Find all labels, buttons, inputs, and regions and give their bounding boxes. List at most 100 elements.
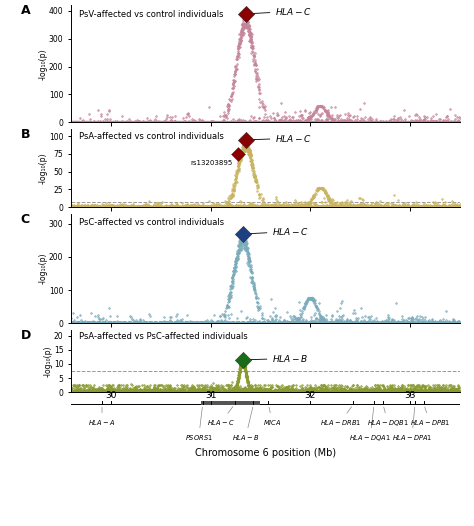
Point <box>235 117 243 126</box>
Point <box>230 76 237 85</box>
Point <box>337 200 345 209</box>
Point <box>88 388 95 396</box>
Point <box>384 319 392 327</box>
Point <box>339 318 346 327</box>
Point <box>244 24 251 33</box>
Point <box>448 118 456 126</box>
Point <box>214 319 221 327</box>
Point <box>77 118 84 126</box>
Point <box>109 118 117 126</box>
Point <box>413 387 420 395</box>
Point <box>189 383 197 392</box>
Point <box>155 388 162 396</box>
Point <box>441 118 448 126</box>
Point <box>310 318 318 327</box>
Point <box>418 318 426 326</box>
Point <box>379 388 387 397</box>
Point <box>113 319 120 327</box>
Point <box>418 386 425 394</box>
Point <box>128 118 136 126</box>
Point <box>202 203 210 211</box>
Point <box>153 118 161 126</box>
Point <box>373 118 380 126</box>
Point <box>238 149 246 158</box>
Point <box>403 202 410 210</box>
Point <box>311 381 319 390</box>
Point <box>408 203 415 211</box>
Point <box>361 383 368 392</box>
Point <box>156 385 164 393</box>
Point <box>361 118 369 126</box>
Point <box>336 201 344 209</box>
Point <box>436 388 443 396</box>
Point <box>426 385 433 393</box>
Point <box>375 118 383 126</box>
Point <box>74 118 82 126</box>
Point <box>399 118 406 126</box>
Point <box>160 387 167 396</box>
Point <box>326 197 333 205</box>
Point <box>256 318 264 327</box>
Point <box>413 118 421 126</box>
Point <box>442 319 449 327</box>
Point <box>95 383 103 392</box>
Point <box>123 319 131 327</box>
Point <box>236 158 243 166</box>
Point <box>335 203 342 211</box>
Point <box>390 118 398 126</box>
Point <box>425 118 433 126</box>
Point <box>250 285 258 293</box>
Point <box>402 202 410 210</box>
Point <box>109 203 117 211</box>
Point <box>309 387 316 395</box>
Point <box>441 319 448 327</box>
Point <box>357 203 365 211</box>
Point <box>262 318 269 327</box>
Point <box>384 319 392 327</box>
Point <box>246 36 254 44</box>
Point <box>316 388 323 396</box>
Point <box>174 203 182 211</box>
Point <box>333 201 340 209</box>
Point <box>368 203 376 211</box>
Point <box>253 294 260 302</box>
Point <box>295 118 303 126</box>
Point <box>394 319 401 327</box>
Point <box>126 202 133 210</box>
Point <box>328 387 336 395</box>
Point <box>403 118 411 126</box>
Point <box>143 118 150 126</box>
Point <box>416 117 423 126</box>
Point <box>429 112 437 120</box>
Point <box>205 203 213 211</box>
Point <box>440 319 447 327</box>
Point <box>362 117 370 126</box>
Point <box>403 201 410 209</box>
Point <box>128 319 135 327</box>
Point <box>336 203 344 211</box>
Point <box>186 319 194 327</box>
Point <box>361 319 368 327</box>
Point <box>292 317 300 325</box>
Point <box>407 116 415 125</box>
Point <box>441 118 448 126</box>
Point <box>160 319 167 327</box>
Point <box>386 319 394 327</box>
Point <box>444 203 452 211</box>
Point <box>454 387 462 396</box>
Point <box>375 118 383 126</box>
Point <box>167 201 174 209</box>
Point <box>144 117 152 126</box>
Point <box>290 387 297 395</box>
Point <box>267 118 274 126</box>
Text: rs13203895: rs13203895 <box>190 160 233 166</box>
Point <box>79 388 86 396</box>
Point <box>368 118 375 126</box>
Point <box>390 118 398 126</box>
Point <box>144 200 151 209</box>
Point <box>322 107 329 115</box>
Point <box>224 295 232 304</box>
Point <box>241 319 249 327</box>
Point <box>103 386 111 394</box>
Point <box>136 118 143 126</box>
